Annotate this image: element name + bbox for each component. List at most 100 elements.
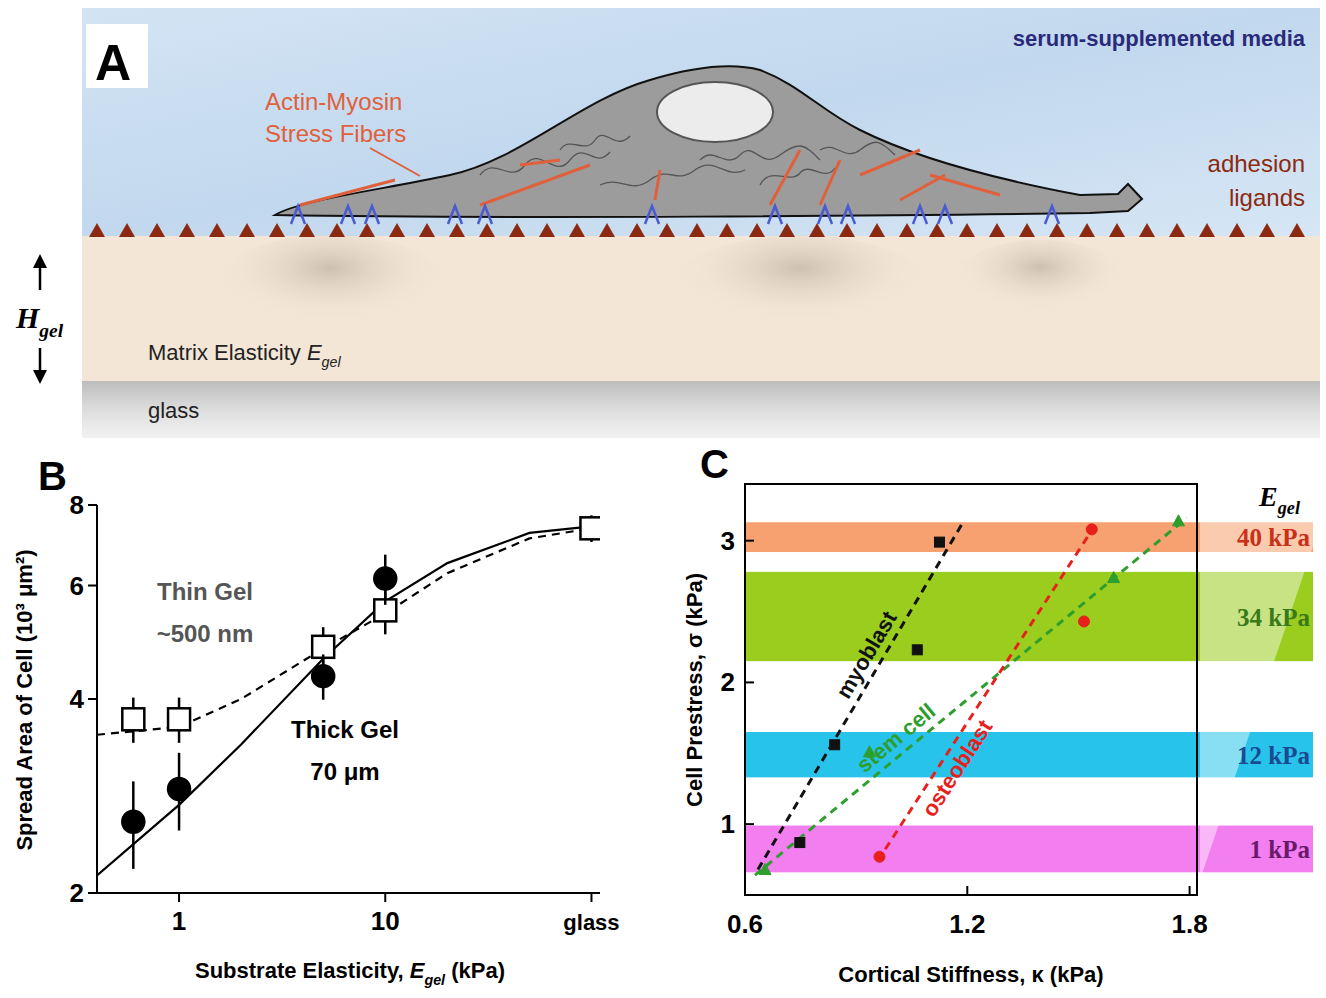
text-part: Actin-Myosin xyxy=(265,88,402,115)
ligand xyxy=(1259,223,1275,237)
ligand xyxy=(1109,223,1125,237)
height-label: Hgel xyxy=(15,301,64,341)
fit-line xyxy=(755,518,1187,875)
adhesion xyxy=(448,206,462,224)
y-tick-label: 6 xyxy=(70,571,84,601)
text-part: Substrate Elasticity, xyxy=(195,958,410,983)
fit-line xyxy=(97,526,591,875)
text-part: 70 μm xyxy=(310,758,379,785)
band-label: 1 kPa xyxy=(1250,836,1311,863)
ligand xyxy=(269,223,285,237)
text-part: ~500 nm xyxy=(157,620,254,647)
plot-b xyxy=(97,515,600,875)
point xyxy=(168,708,190,730)
panel-letter: C xyxy=(700,442,729,486)
adhesion xyxy=(768,206,782,224)
ligand xyxy=(179,223,195,237)
point xyxy=(1172,515,1184,526)
adhesion xyxy=(1045,206,1059,224)
ligand xyxy=(1079,223,1095,237)
x-tick-label: 0.6 xyxy=(727,909,763,939)
stress-fiber xyxy=(300,180,395,205)
fiber-label: Actin-MyosinStress Fibers xyxy=(265,88,406,147)
stress-fiber xyxy=(520,160,560,165)
point xyxy=(122,708,144,730)
ligand xyxy=(959,223,975,237)
ligand xyxy=(389,223,405,237)
ligand xyxy=(929,223,945,237)
ligand xyxy=(449,223,465,237)
ligand xyxy=(839,223,855,237)
x-tick-label: 1 xyxy=(172,906,186,936)
x-tick xyxy=(966,886,968,895)
panel-letter: A xyxy=(95,35,131,91)
band-title: Egel xyxy=(1258,481,1301,518)
elasticity-wedge xyxy=(1200,520,1322,880)
text-part: gel xyxy=(1277,498,1301,518)
point xyxy=(1086,524,1097,535)
text-part: Matrix Elasticity xyxy=(148,340,307,365)
y-axis-title: Cell Prestress, σ (kPa) xyxy=(682,573,707,807)
cytoskeleton xyxy=(820,142,895,155)
ligand xyxy=(89,223,105,237)
point xyxy=(122,811,144,833)
gel-strain xyxy=(950,240,1130,330)
fit-line xyxy=(878,522,1097,861)
gel xyxy=(82,236,1320,381)
cytoskeleton xyxy=(480,152,610,175)
nucleus xyxy=(657,82,773,142)
point xyxy=(168,778,190,800)
ligand xyxy=(539,223,555,237)
adhesion xyxy=(913,206,927,224)
matrix-label: Matrix Elasticity Egel xyxy=(148,340,342,370)
ligand xyxy=(1199,223,1215,237)
point xyxy=(1079,616,1090,627)
adhesion xyxy=(341,206,355,224)
y-tick-label: 3 xyxy=(721,526,735,556)
cytoskeleton xyxy=(600,165,745,186)
x-tick xyxy=(1189,886,1191,895)
stress-fiber xyxy=(655,170,660,200)
y-axis-title: Spread Area of Cell (10³ μm²) xyxy=(12,549,37,850)
adhesion xyxy=(291,206,305,224)
x-tick xyxy=(590,893,592,902)
point xyxy=(874,851,885,862)
adhesion xyxy=(365,206,379,224)
y-tick-label: 4 xyxy=(70,684,85,714)
y-tick xyxy=(745,681,754,683)
y-tick xyxy=(88,504,97,506)
gel-strain xyxy=(210,235,450,345)
text-part: (kPa) xyxy=(445,958,505,983)
ligand-label: adhesionligands xyxy=(1208,150,1305,211)
ligand xyxy=(149,223,165,237)
stress-fiber xyxy=(820,160,840,205)
band-label: 40 kPa xyxy=(1237,524,1310,551)
x-tick-label: glass xyxy=(563,910,619,935)
point xyxy=(1108,572,1120,583)
text-part: E xyxy=(410,958,426,983)
ligand xyxy=(509,223,525,237)
point xyxy=(580,517,600,539)
ligand xyxy=(569,223,585,237)
ligand xyxy=(989,223,1005,237)
ligand xyxy=(1169,223,1185,237)
point xyxy=(935,537,945,547)
y-tick-label: 2 xyxy=(721,667,735,697)
panel-a: Aserum-supplemented mediaActin-MyosinStr… xyxy=(15,8,1320,438)
series-label: osteoblast xyxy=(917,715,998,822)
x-axis xyxy=(97,892,600,894)
adhesion xyxy=(818,206,832,224)
text-part: gel xyxy=(423,972,446,988)
y-tick xyxy=(88,892,97,894)
panel-b: B2468110glassSubstrate Elasticity, Egel … xyxy=(12,454,620,988)
x-tick xyxy=(178,893,180,902)
ligand xyxy=(359,223,375,237)
ligand xyxy=(869,223,885,237)
text-part: Thick Gel xyxy=(291,716,399,743)
y-tick-label: 1 xyxy=(721,809,735,839)
y-tick-label: 2 xyxy=(70,878,84,908)
y-tick xyxy=(88,585,97,587)
adhesion xyxy=(841,206,855,224)
ligand xyxy=(119,223,135,237)
ligand xyxy=(299,223,315,237)
